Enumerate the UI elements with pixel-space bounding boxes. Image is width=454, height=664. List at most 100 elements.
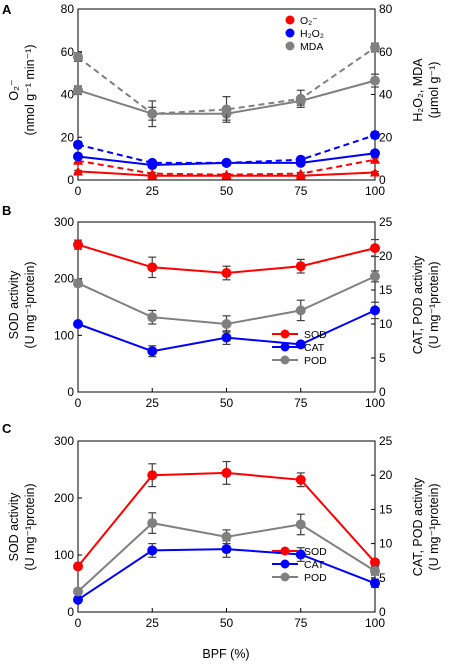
panel-b-series-2-point	[295, 305, 306, 316]
panel-c-ytick-right-label: 5	[379, 571, 386, 585]
panel-c-xlabel: BPF (%)	[202, 647, 249, 661]
panel-b-ytick-left-label: 200	[54, 272, 74, 286]
panel-a-series-2-point	[370, 148, 380, 159]
panel-c-legend-item: POD	[272, 572, 327, 584]
panel-a-series-1-point	[147, 168, 158, 178]
panel-b-ytick-right-label: 20	[379, 249, 393, 263]
panel-b-ytick-right-label: 15	[379, 283, 393, 297]
panel-c-legend-item: SOD	[272, 546, 327, 558]
panel-a-ytick-right-label: 0	[379, 173, 386, 187]
panel-a-legend-item: MDA	[285, 41, 323, 53]
panel-a-legend-marker	[285, 15, 295, 25]
panel-a-series-1-point	[221, 169, 232, 179]
panel-a-series-3-point	[370, 130, 380, 141]
panel-a-series-0-point	[370, 167, 380, 177]
panel-a-series-3-point	[221, 157, 232, 168]
panel-b-series-0-point	[73, 239, 83, 250]
panel-a-legend-label: H₂O₂	[300, 28, 324, 40]
panel-a-plot-frame	[77, 8, 376, 181]
panel-a-series-0-point	[73, 166, 83, 176]
panel-b-legend-label: POD	[304, 355, 327, 367]
panel-c-xtick-label: 50	[220, 616, 234, 630]
panel-c-series-1-point	[147, 545, 158, 556]
panel-a-series-2-point	[73, 151, 83, 162]
panel-a-ytick-right-label: 20	[379, 130, 393, 144]
panel-c-series-0-point	[370, 557, 380, 568]
panel-c-ylabel-left-line2: (U mg⁻¹protein)	[23, 483, 37, 570]
panel-c-series-1-point	[221, 544, 232, 555]
panel-a-series-5-point	[370, 42, 380, 53]
panel-b-series-0-point	[221, 268, 232, 278]
panel-a-series-3	[73, 130, 380, 168]
panel-a-series-5-point	[221, 104, 232, 115]
panel-b-series-0-point	[295, 261, 306, 272]
panel-c-xtick-label: 75	[294, 616, 308, 630]
panel-c-series-1-point	[73, 594, 83, 605]
panel-c-series-2	[73, 512, 380, 597]
panel-a-legend-item: O₂⁻	[285, 15, 318, 27]
panel-a-ylabel-left-line1: O₂⁻	[7, 79, 21, 100]
panel-c-yticks-left: 0 100 200 300	[54, 434, 82, 619]
panel-b-series-0-point	[370, 243, 380, 254]
panel-c-series-2-point	[295, 519, 306, 530]
panel-b-ytick-right-label: 5	[379, 351, 386, 365]
panel-c-xtick-label: 100	[365, 616, 385, 630]
panel-a-legend-item: H₂O₂	[285, 28, 324, 40]
panel-b-xticks: 0 25 50 75 100	[75, 388, 385, 410]
panel-c-ytick-left-label: 200	[54, 491, 74, 505]
panel-c-series-0-point	[147, 470, 158, 481]
panel-c-xtick-label: 25	[146, 616, 160, 630]
panel-a-series-1-point	[295, 168, 306, 178]
panel-c-series-2-point	[147, 518, 158, 529]
panel-a-xtick-label: 25	[146, 184, 160, 198]
panel-b-legend-item: SOD	[272, 329, 327, 341]
panel-b-series-2-point	[147, 312, 158, 323]
panel-a-series-1-point	[370, 154, 380, 164]
panel-c-ytick-right-label: 10	[379, 537, 393, 551]
panel-c-series-0-point	[295, 474, 306, 485]
panel-b-series-1-point	[73, 319, 83, 329]
panel-a-yticks-right: 0 20 40 60 80	[371, 2, 393, 187]
panel-c-ytick-right-label: 20	[379, 468, 393, 482]
panel-c-label: C	[2, 421, 12, 436]
panel-c-series-0	[73, 460, 380, 572]
panel-b-legend-label: SOD	[304, 329, 327, 341]
panel-b-label: B	[2, 203, 11, 218]
panel-c-xticks: 0 25 50 75 100	[75, 608, 385, 630]
panel-b-ylabel-right-units: (U mg⁻¹protein)	[427, 261, 441, 348]
panel-b-legend-label: CAT	[304, 342, 325, 354]
panel-b-series	[73, 238, 380, 358]
panel-b-xtick-label: 50	[220, 396, 234, 410]
panel-a-series-3-point	[295, 154, 306, 165]
panel-c-series-1	[73, 540, 380, 605]
panel-b-xtick-label: 25	[146, 396, 160, 410]
panel-a-series-5-line	[77, 46, 376, 115]
panel-c-series-0-point	[221, 467, 232, 478]
panel-a-ytick-right-label: 40	[379, 88, 393, 102]
panel-a-ylabel-left-line2: (nmol g⁻¹ min⁻¹)	[23, 45, 37, 136]
panel-a-legend-marker	[285, 28, 295, 38]
panel-b-series-2-point	[221, 319, 232, 329]
panel-a-series-3-point	[147, 157, 158, 168]
panel-c-legend-marker	[280, 572, 290, 582]
panel-b-legend-marker	[280, 355, 290, 365]
panel-a-series-5	[73, 42, 380, 128]
panel-c-legend-item: CAT	[272, 559, 325, 571]
panel-a-xtick-label: 100	[365, 184, 385, 198]
panel-c-series-0-point	[73, 561, 83, 572]
panel-a-series-4-point	[370, 75, 380, 86]
panel-c-series-2-point	[73, 586, 83, 597]
panel-c-xtick-label: 0	[75, 616, 82, 630]
panel-b-series-1	[73, 301, 380, 358]
panel-a-xtick-label: 75	[294, 184, 308, 198]
panel-a-xtick-label: 0	[75, 184, 82, 198]
panel-c-legend-label: SOD	[304, 546, 327, 558]
panel-c-ytick-right-label: 15	[379, 502, 393, 516]
panel-b-legend-marker	[280, 329, 290, 339]
panel-c-ytick-left-label: 100	[54, 548, 74, 562]
panel-c-ytick-left-label: 300	[54, 434, 74, 448]
